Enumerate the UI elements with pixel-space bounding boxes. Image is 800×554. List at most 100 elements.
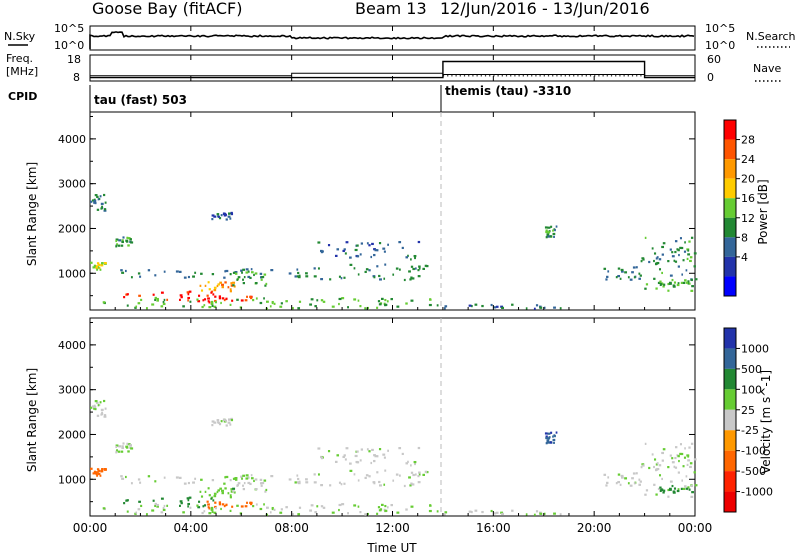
power-cell [360, 242, 364, 245]
velocity-cell [211, 423, 214, 427]
velocity-cell [233, 491, 236, 494]
velocity-cell [676, 489, 680, 493]
velocity-cell [200, 495, 204, 498]
power-cell [200, 289, 204, 292]
power-cell [674, 250, 677, 254]
velocity-cell [259, 507, 263, 511]
power-cell [653, 259, 655, 263]
power-cell [378, 242, 382, 245]
velocity-cell [218, 501, 222, 504]
power-cell [359, 253, 362, 256]
velocity-cell [376, 455, 379, 458]
velocity-cell [547, 432, 551, 435]
velocity-cell [340, 483, 343, 486]
power-cell [547, 235, 550, 238]
beam-label: Beam 13 [355, 0, 427, 18]
velocity-cell [246, 501, 248, 504]
velocity-cell [121, 445, 124, 448]
velocity-cell [384, 509, 388, 512]
power-cell [359, 305, 362, 308]
power-cell [224, 270, 227, 273]
velocity-cell [204, 490, 207, 493]
velocity-cell [241, 477, 243, 480]
velocity-cell [547, 441, 550, 444]
velocity-cell [694, 484, 698, 487]
velocity-cell [554, 435, 556, 438]
velocity-cell [198, 500, 201, 503]
power-cell [103, 262, 107, 265]
velocity-cell [97, 472, 100, 475]
power-cell [138, 294, 141, 297]
power-cell [383, 277, 386, 280]
velocity-cell [481, 510, 484, 514]
power-cell [398, 241, 402, 244]
velocity-cell [415, 473, 417, 476]
power-cell [206, 294, 209, 297]
power-cell [249, 276, 252, 280]
velocity-cell [160, 497, 164, 500]
velocity-cell [357, 479, 360, 482]
velocity-cell [331, 511, 335, 514]
power-cell [154, 296, 157, 300]
velocity-cell [194, 477, 197, 480]
power-cell [229, 273, 232, 276]
velocity-cell [102, 468, 104, 471]
colorbar-swatch [724, 120, 736, 140]
velocity-cell [96, 401, 99, 404]
power-cell [653, 252, 657, 255]
velocity-cell [685, 475, 688, 478]
velocity-cell [356, 450, 359, 453]
power-cell [99, 195, 102, 198]
power-cell [495, 305, 499, 308]
velocity-cell [384, 504, 387, 508]
velocity-cell [347, 512, 349, 515]
power-cell [130, 241, 134, 244]
power-cell [126, 236, 129, 239]
colorbar-tick-label: -25 [741, 424, 759, 437]
velocity-cell [247, 476, 250, 479]
y-tick-label: 3000 [58, 178, 86, 191]
velocity-cell [338, 481, 341, 484]
power-cell [380, 297, 384, 301]
colorbar-tick-label: 100 [741, 383, 762, 396]
nsky-trace [89, 31, 695, 49]
power-cell [693, 265, 696, 268]
velocity-cell [631, 477, 634, 480]
velocity-cell [249, 501, 252, 505]
x-tick-label: 16:00 [476, 521, 511, 535]
power-cell [204, 284, 207, 287]
velocity-cell [145, 513, 148, 516]
velocity-cell [679, 443, 682, 446]
power-cell [264, 284, 267, 287]
power-cell [364, 270, 367, 274]
velocity-cell [227, 492, 230, 495]
velocity-cell [501, 512, 505, 516]
velocity-cell [207, 487, 210, 490]
power-cell [653, 277, 656, 280]
power-cell [124, 269, 127, 273]
power-cell [648, 260, 651, 264]
nave-trace [90, 60, 695, 79]
power-cell [353, 267, 356, 270]
velocity-cell [96, 468, 100, 471]
colorbar-tick-label: 28 [741, 134, 755, 147]
power-cell [217, 215, 220, 218]
y-tick-label: 1000 [58, 473, 86, 486]
power-cell [392, 273, 395, 276]
velocity-cell [635, 472, 638, 475]
velocity-cell [689, 465, 692, 469]
power-cell [163, 298, 166, 302]
velocity-cell [100, 413, 103, 416]
power-cell [641, 257, 645, 260]
power-cell [234, 270, 238, 274]
velocity-cell [249, 482, 252, 486]
power-cell [354, 248, 358, 252]
velocity-cell [125, 446, 129, 449]
velocity-cell [418, 473, 421, 476]
power-cell [620, 268, 624, 272]
power-cell [320, 278, 324, 281]
power-cell [365, 268, 369, 271]
power-cell [407, 254, 409, 257]
velocity-cell [413, 460, 417, 464]
velocity-cell [156, 503, 159, 507]
